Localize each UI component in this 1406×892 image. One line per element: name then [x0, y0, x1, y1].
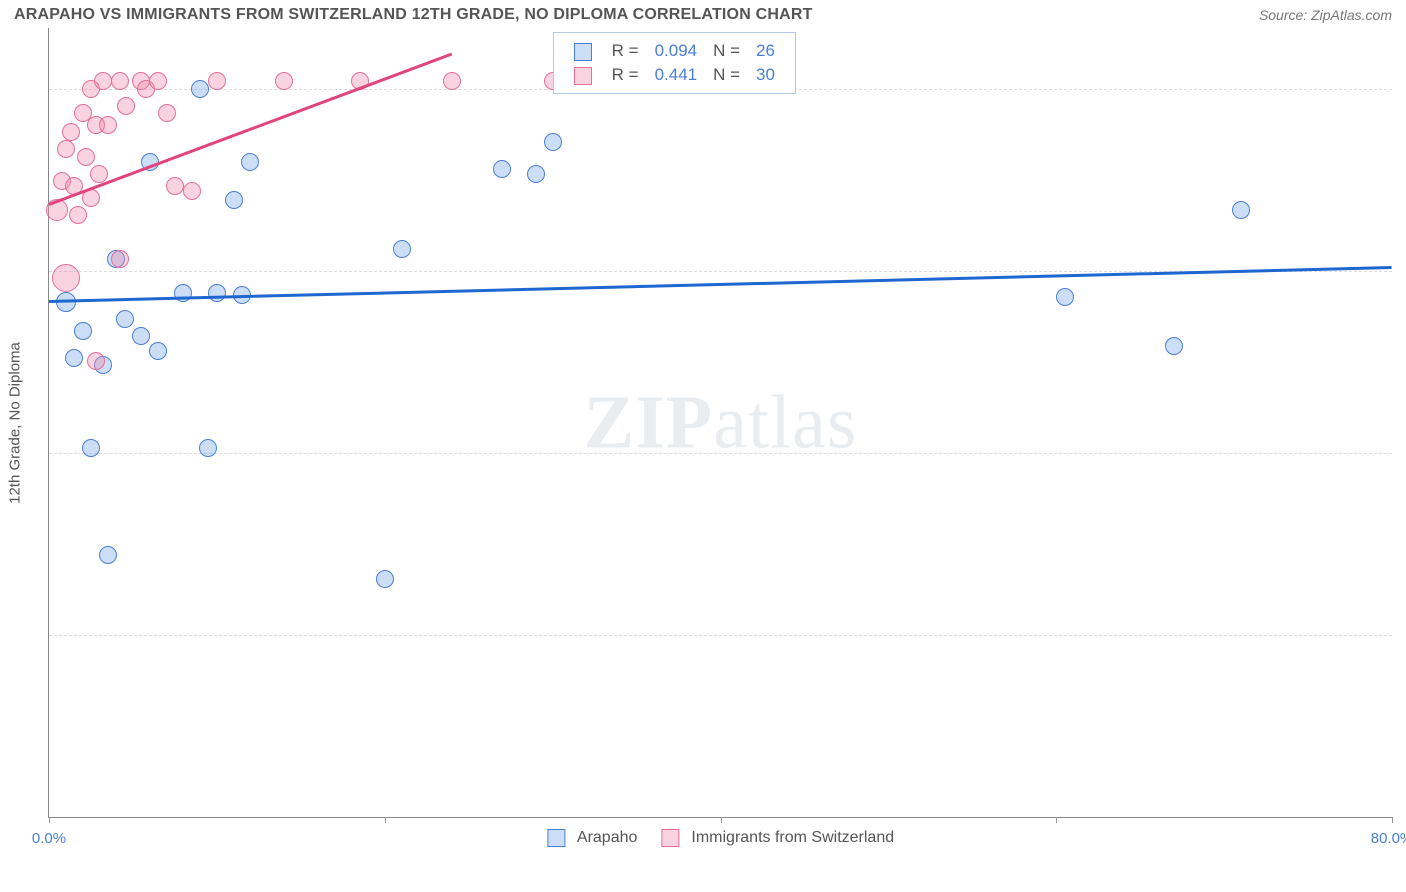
- legend-swatch: [574, 67, 592, 85]
- data-point: [158, 104, 176, 122]
- xtick: [1392, 817, 1393, 823]
- data-point: [65, 349, 83, 367]
- data-point: [225, 191, 243, 209]
- chart-title: ARAPAHO VS IMMIGRANTS FROM SWITZERLAND 1…: [14, 6, 813, 24]
- data-point: [90, 165, 108, 183]
- data-point: [111, 250, 129, 268]
- ytick-label: 77.5%: [1400, 626, 1406, 643]
- legend-n-value: 30: [748, 63, 783, 87]
- data-point: [62, 123, 80, 141]
- data-point: [99, 116, 117, 134]
- data-point: [393, 240, 411, 258]
- legend-item: Arapaho: [547, 829, 638, 847]
- data-point: [275, 72, 293, 90]
- legend-n-label: N =: [705, 39, 748, 63]
- xtick: [721, 817, 722, 823]
- legend-n-value: 26: [748, 39, 783, 63]
- data-point: [544, 133, 562, 151]
- data-point: [87, 352, 105, 370]
- xtick: [49, 817, 50, 823]
- data-point: [77, 148, 95, 166]
- ytick-label: 92.5%: [1400, 262, 1406, 279]
- gridline: [49, 635, 1392, 636]
- xtick: [385, 817, 386, 823]
- xtick-label: 80.0%: [1371, 830, 1406, 847]
- data-point: [493, 160, 511, 178]
- data-point: [376, 570, 394, 588]
- y-axis-label: 12th Grade, No Diploma: [7, 342, 24, 504]
- data-point: [99, 546, 117, 564]
- ytick-label: 100.0%: [1400, 80, 1406, 97]
- legend-stats: R =0.094N =26 R =0.441N =30: [553, 32, 796, 94]
- data-point: [166, 177, 184, 195]
- watermark-zip: ZIP: [584, 380, 714, 464]
- data-point: [1232, 201, 1250, 219]
- watermark-atlas: atlas: [713, 380, 857, 464]
- gridline: [49, 453, 1392, 454]
- legend-swatch: [661, 829, 679, 847]
- data-point: [191, 80, 209, 98]
- data-point: [74, 322, 92, 340]
- xtick-label: 0.0%: [32, 830, 66, 847]
- data-point: [527, 165, 545, 183]
- data-point: [116, 310, 134, 328]
- data-point: [94, 72, 112, 90]
- data-point: [132, 327, 150, 345]
- ytick-label: 85.0%: [1400, 444, 1406, 461]
- legend-series: Arapaho Immigrants from Switzerland: [547, 829, 894, 847]
- source-label: Source: ZipAtlas.com: [1259, 7, 1392, 23]
- xtick: [1056, 817, 1057, 823]
- legend-r-value: 0.441: [647, 63, 706, 87]
- data-point: [183, 182, 201, 200]
- data-point: [208, 72, 226, 90]
- data-point: [199, 439, 217, 457]
- legend-swatch: [574, 43, 592, 61]
- chart-plot-area: 12th Grade, No Diploma ZIPatlas 77.5%85.…: [48, 28, 1392, 818]
- data-point: [52, 264, 80, 292]
- data-point: [57, 140, 75, 158]
- data-point: [117, 97, 135, 115]
- legend-n-label: N =: [705, 63, 748, 87]
- legend-r-label: R =: [604, 39, 647, 63]
- data-point: [82, 439, 100, 457]
- legend-swatch: [547, 829, 565, 847]
- data-point: [111, 72, 129, 90]
- data-point: [149, 72, 167, 90]
- data-point: [149, 342, 167, 360]
- legend-label: Immigrants from Switzerland: [691, 829, 894, 847]
- data-point: [69, 206, 87, 224]
- data-point: [1165, 337, 1183, 355]
- data-point: [1056, 288, 1074, 306]
- legend-item: Immigrants from Switzerland: [661, 829, 894, 847]
- title-bar: ARAPAHO VS IMMIGRANTS FROM SWITZERLAND 1…: [0, 0, 1406, 28]
- legend-r-value: 0.094: [647, 39, 706, 63]
- legend-r-label: R =: [604, 63, 647, 87]
- legend-label: Arapaho: [577, 829, 638, 847]
- data-point: [241, 153, 259, 171]
- data-point: [443, 72, 461, 90]
